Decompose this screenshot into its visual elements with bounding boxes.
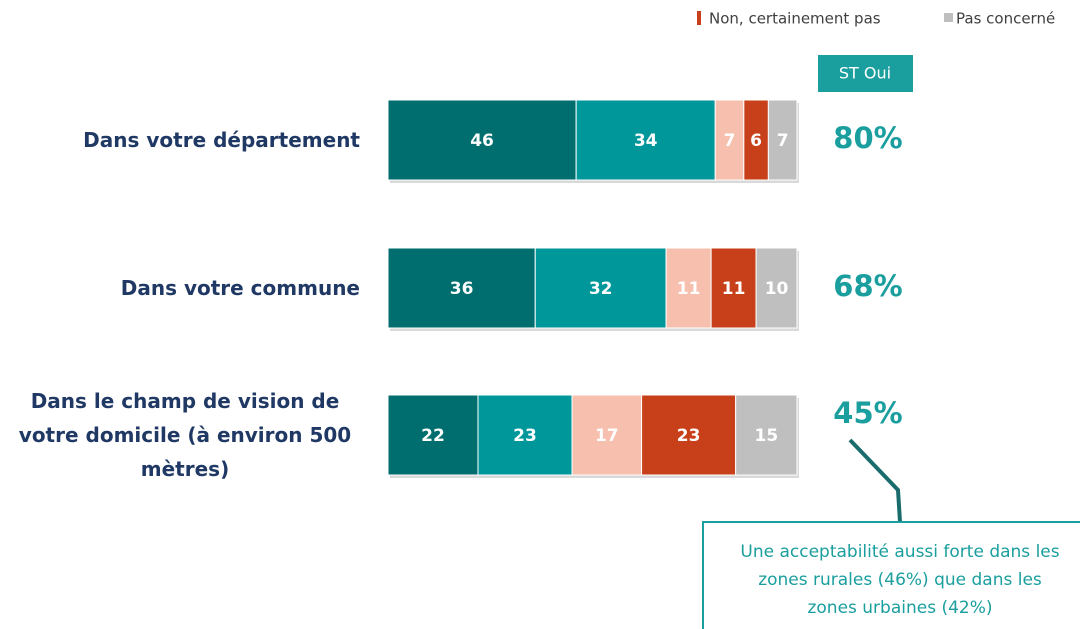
category-label: Dans votre commune — [120, 276, 360, 300]
bar-segment — [641, 394, 737, 476]
annotation-line: zones urbaines (42%) — [807, 598, 992, 618]
segment-label: 17 — [595, 426, 619, 446]
bar-segment — [735, 394, 798, 476]
annotation-box — [702, 521, 1080, 629]
segment-label: 7 — [724, 131, 736, 151]
bar-segment — [534, 247, 667, 329]
category-label: Dans le champ de vision de votre domicil… — [18, 389, 352, 481]
segment-label: 11 — [722, 279, 746, 299]
bar-segment — [387, 99, 577, 181]
segment-label: 22 — [421, 426, 445, 446]
segment-label: 32 — [589, 279, 613, 299]
category-label-box: Dans votre commune — [0, 271, 360, 305]
category-label: Dans votre département — [83, 128, 360, 152]
segment-label: 46 — [470, 131, 494, 151]
bar-segment — [665, 247, 712, 329]
legend-swatch — [697, 11, 701, 25]
bar-segment — [755, 247, 798, 329]
bar-segment — [387, 394, 479, 476]
category-label-box: Dans le champ de vision de votre domicil… — [0, 384, 360, 486]
annotation-pointer — [848, 438, 902, 523]
annotation-line: Une acceptabilité aussi forte dans les — [740, 542, 1059, 562]
total-header-box — [818, 55, 913, 92]
bar-segment — [710, 247, 757, 329]
segment-label: 36 — [450, 279, 474, 299]
segment-label: 15 — [754, 426, 778, 446]
bar-segment — [767, 99, 798, 181]
segment-label: 6 — [750, 131, 762, 151]
category-label-box: Dans votre département — [0, 123, 360, 157]
legend-label: Non, certainement pas — [709, 10, 881, 28]
total-label: 80% — [833, 121, 902, 155]
segment-label: 11 — [677, 279, 701, 299]
legend-label: Pas concerné — [956, 10, 1055, 28]
annotation-line: zones rurales (46%) que dans les — [758, 570, 1042, 590]
segment-label: 23 — [677, 426, 701, 446]
segment-label: 23 — [513, 426, 537, 446]
legend-swatch — [944, 13, 953, 22]
total-label: 68% — [833, 269, 902, 303]
bar-segment — [477, 394, 573, 476]
segment-label: 7 — [777, 131, 789, 151]
segment-label: 34 — [634, 131, 658, 151]
total-label: 45% — [833, 396, 902, 430]
total-header: ST Oui — [839, 64, 891, 83]
bar-segment — [571, 394, 643, 476]
segment-label: 10 — [765, 279, 789, 299]
